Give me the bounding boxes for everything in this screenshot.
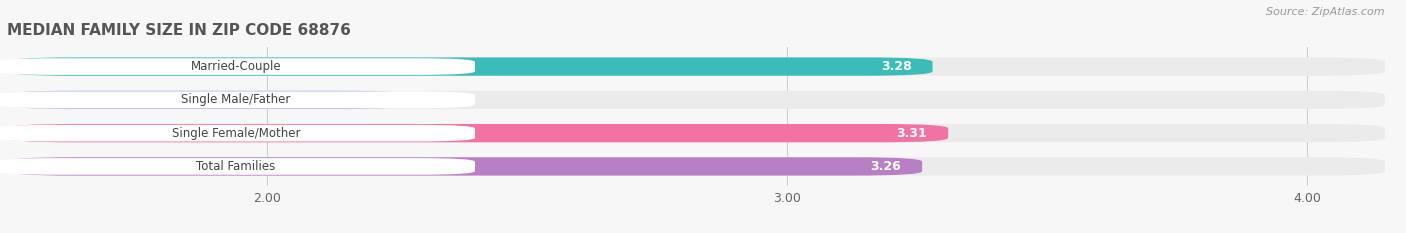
Text: Single Male/Father: Single Male/Father [181,93,291,106]
FancyBboxPatch shape [0,158,475,175]
FancyBboxPatch shape [7,157,1385,176]
FancyBboxPatch shape [0,92,475,108]
Text: Total Families: Total Families [197,160,276,173]
Text: Source: ZipAtlas.com: Source: ZipAtlas.com [1267,7,1385,17]
Text: 3.31: 3.31 [897,127,928,140]
FancyBboxPatch shape [7,157,922,176]
Text: MEDIAN FAMILY SIZE IN ZIP CODE 68876: MEDIAN FAMILY SIZE IN ZIP CODE 68876 [7,24,351,38]
FancyBboxPatch shape [7,91,408,109]
Text: Married-Couple: Married-Couple [190,60,281,73]
Text: 3.26: 3.26 [870,160,901,173]
Text: 3.28: 3.28 [882,60,911,73]
FancyBboxPatch shape [0,58,475,75]
FancyBboxPatch shape [7,124,948,142]
FancyBboxPatch shape [7,57,932,76]
FancyBboxPatch shape [0,125,475,141]
FancyBboxPatch shape [7,57,1385,76]
Text: Single Female/Mother: Single Female/Mother [172,127,299,140]
FancyBboxPatch shape [7,124,1385,142]
FancyBboxPatch shape [7,91,1385,109]
Text: 2.27: 2.27 [356,93,387,106]
